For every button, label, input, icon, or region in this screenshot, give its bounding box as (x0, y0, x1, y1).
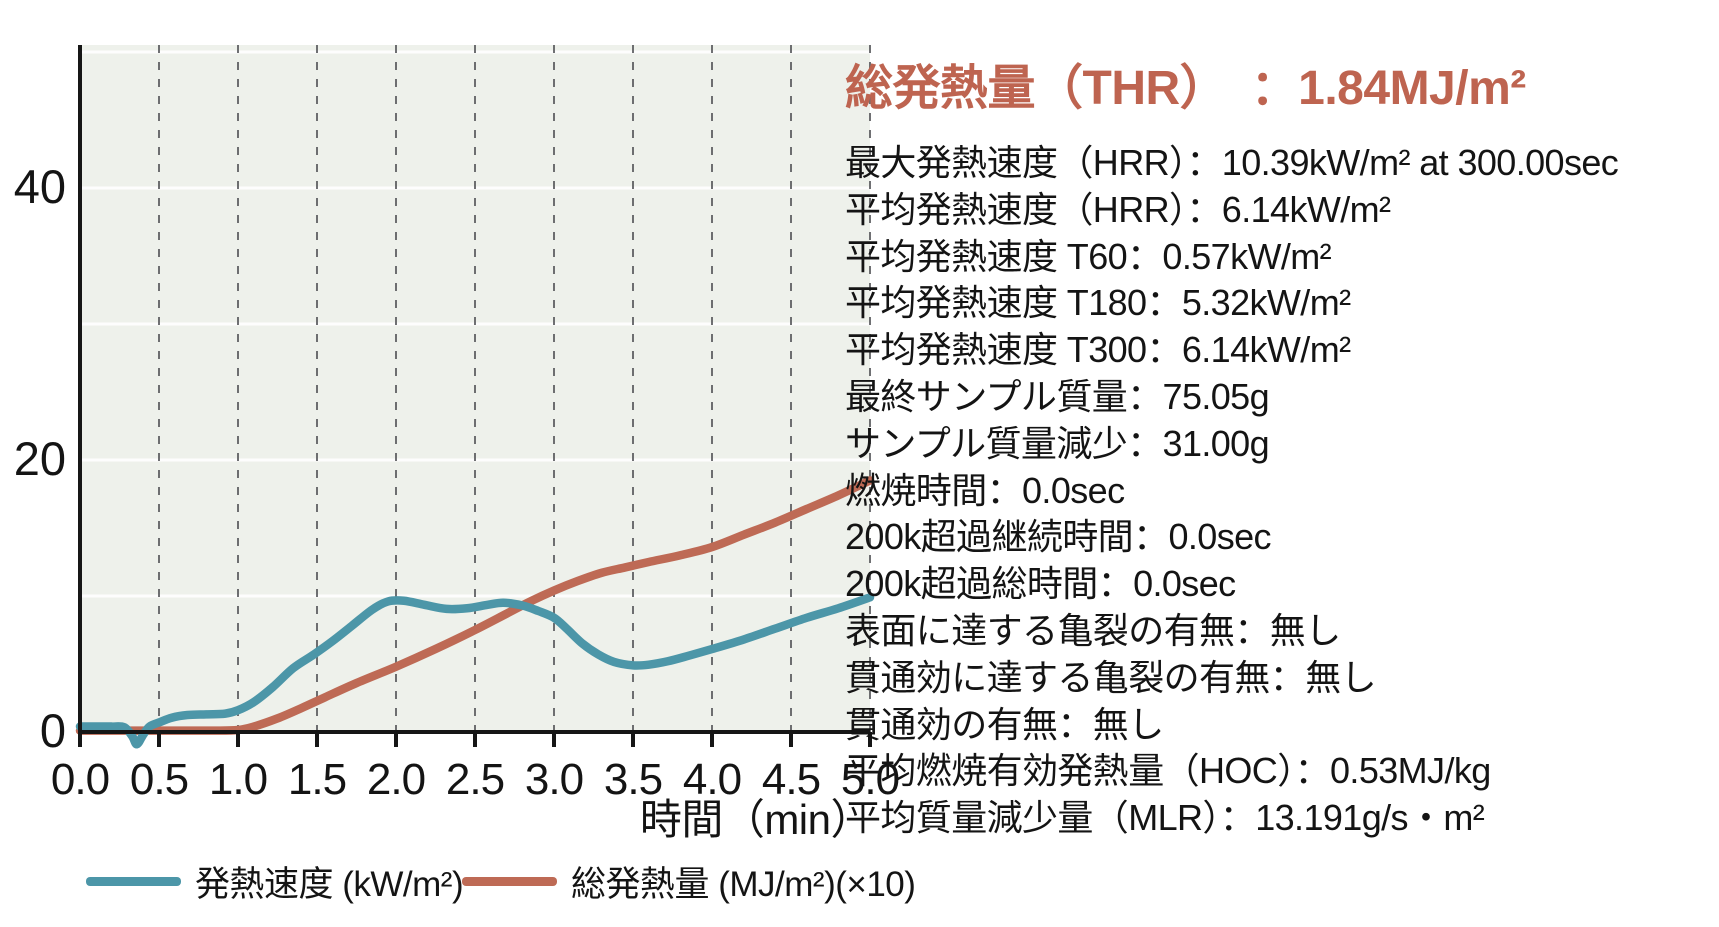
legend-label-thr: 総発熱量 (MJ/m²)(×10) (571, 865, 916, 904)
stat-line: 200k超過継続時間：0.0sec (845, 516, 1272, 558)
legend-item-thr: 総発熱量 (MJ/m²)(×10) (462, 856, 916, 907)
stat-line: 燃焼時間：0.0sec (845, 469, 1125, 511)
x-tick-label: 3.0 (525, 755, 583, 804)
y-tick-label: 0 (40, 704, 66, 757)
stat-line: 平均燃焼有効発熱量（HOC）：0.53MJ/kg (845, 750, 1491, 792)
stat-line: 貫通効に達する亀裂の有無：無し (845, 656, 1377, 698)
stat-line: 平均発熱速度 T180：5.32kW/m² (845, 282, 1351, 324)
hrr-thr-chart: 0.0 0.5 1.0 1.5 2.0 2.5 3.0 3.5 4.0 4.5 5.0 0 20 40 時… (0, 45, 916, 907)
stats-lines: 最大発熱速度（HRR）：10.39kW/m² at 300.00sec 平均発熱速… (845, 140, 1715, 842)
chart-canvas: 0.0 0.5 1.0 1.5 2.0 2.5 3.0 3.5 4.0 4.5 5.0 0 20 40 (14, 45, 900, 804)
legend-swatch-thr (462, 877, 557, 886)
stats-panel: 総発熱量（THR） ：1.84MJ/m² 最大発熱速度（HRR）：10.39kW… (845, 48, 1715, 842)
legend-swatch-hrr (86, 877, 181, 886)
legend-label-hrr: 発熱速度 (kW/m²) (195, 865, 464, 904)
x-tick-label: 1.0 (209, 755, 267, 804)
stat-line: 平均発熱速度 T300：6.14kW/m² (845, 329, 1351, 371)
total-heat-release-title: 総発熱量（THR） ：1.84MJ/m² (845, 62, 1526, 115)
x-tick-label: 4.5 (762, 755, 820, 804)
x-tick-label: 5.0 (841, 755, 899, 804)
series-line-hrr (75, 593, 875, 749)
series-line-thr (75, 476, 875, 735)
stat-line: 平均発熱速度 T60：0.57kW/m² (845, 235, 1332, 277)
x-tick-label: 3.5 (604, 755, 662, 804)
x-tick-label: 2.5 (446, 755, 504, 804)
y-tick-label: 20 (14, 432, 66, 485)
x-axis-title: 時間（min） (639, 796, 873, 843)
x-tick-label: 0.0 (51, 755, 109, 804)
stat-line: 200k超過総時間：0.0sec (845, 563, 1236, 605)
x-tick-label: 4.0 (683, 755, 741, 804)
chart-legend: 発熱速度 (kW/m²) 総発熱量 (MJ/m²)(×10) (0, 856, 916, 907)
stat-line: サンプル質量減少：31.00g (845, 422, 1270, 464)
y-tick-label: 40 (14, 160, 66, 213)
stat-line: 平均質量減少量（MLR）：13.191g/s・m² (845, 797, 1485, 839)
x-tick-label: 2.0 (367, 755, 425, 804)
stat-line: 貫通効の有無：無し (845, 703, 1164, 745)
x-tick-label: 1.5 (288, 755, 346, 804)
legend-item-hrr: 発熱速度 (kW/m²) (86, 856, 464, 907)
stat-line: 平均発熱速度（HRR）：6.14kW/m² (845, 188, 1391, 230)
stat-line: 最大発熱速度（HRR）：10.39kW/m² at 300.00sec (845, 142, 1619, 183)
stat-line: 表面に達する亀裂の有無：無し (845, 609, 1341, 651)
x-tick-label: 0.5 (130, 755, 188, 804)
stat-line: 最終サンプル質量：75.05g (845, 375, 1270, 417)
